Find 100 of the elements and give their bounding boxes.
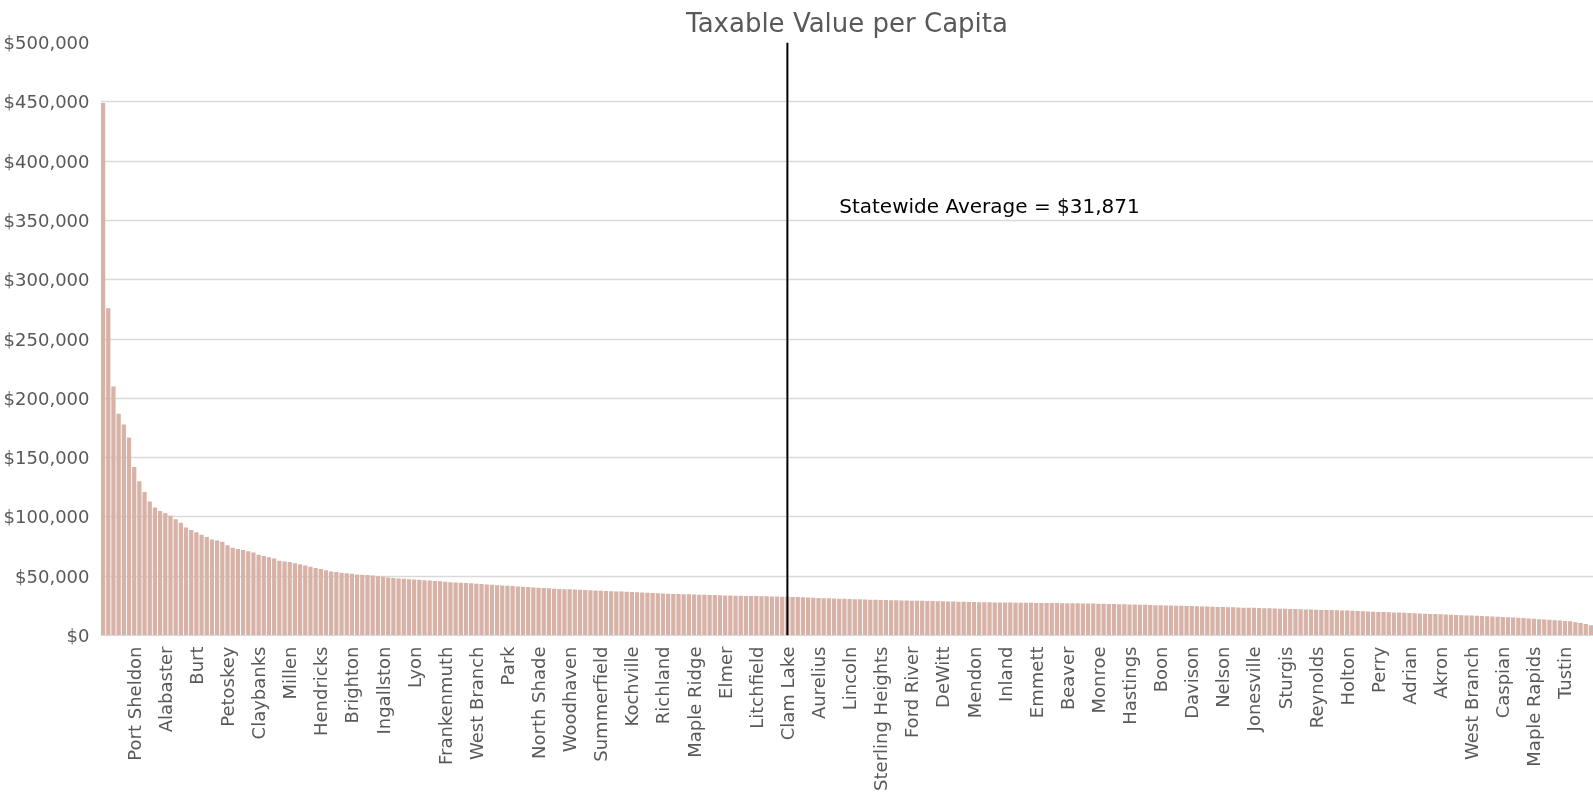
x-tick-label: Davison	[1181, 646, 1203, 719]
bar	[945, 601, 951, 636]
x-tick-label: Ford River	[901, 645, 923, 739]
bar	[774, 596, 780, 636]
bar	[1225, 607, 1231, 636]
bar	[748, 596, 754, 636]
x-tick-label: Emmett	[1025, 646, 1047, 719]
bar	[494, 585, 500, 636]
y-tick-label: $500,000	[3, 32, 90, 53]
bar	[1282, 608, 1288, 636]
bar	[1142, 604, 1148, 636]
bar	[1085, 603, 1091, 636]
bar	[743, 595, 749, 636]
bar	[323, 570, 329, 636]
bar	[800, 597, 806, 636]
x-tick-label: Lincoln	[839, 646, 861, 711]
x-tick-label: Maple Ridge	[683, 646, 705, 758]
x-tick-label: Park	[496, 645, 518, 686]
bar	[1137, 604, 1143, 636]
x-tick-label: Burt	[185, 646, 207, 685]
x-tick-label: Elmer	[714, 645, 736, 699]
bar	[888, 600, 894, 636]
bar	[1308, 609, 1314, 636]
x-tick-label: Clam Lake	[776, 646, 798, 741]
bar	[1194, 606, 1200, 636]
bar	[1365, 611, 1371, 636]
y-tick-label: $50,000	[15, 565, 90, 587]
bar	[577, 589, 583, 636]
y-tick-label: $0	[66, 625, 90, 646]
x-tick-label: Monroe	[1087, 646, 1109, 714]
bar	[266, 557, 272, 636]
x-tick-label: Millen	[279, 646, 301, 700]
x-tick-label: Richland	[652, 646, 674, 725]
bar	[1479, 616, 1485, 636]
bar	[183, 527, 189, 636]
x-tick-label: Port Sheldon	[123, 646, 145, 761]
x-tick-label: Nelson	[1212, 646, 1234, 708]
bar	[349, 573, 355, 636]
bar	[157, 510, 163, 636]
bar	[1339, 610, 1345, 636]
bar	[660, 593, 666, 636]
x-tick-label: Jonesville	[1243, 646, 1265, 733]
x-tick-label: Alabaster	[154, 645, 176, 733]
bar	[1334, 610, 1340, 636]
bar	[463, 583, 469, 636]
x-tick-label: Hendricks	[310, 646, 332, 737]
x-tick-label: Maple Rapids	[1523, 646, 1545, 767]
bar	[1531, 618, 1537, 636]
y-tick-label: $250,000	[3, 328, 90, 350]
ref-line-label: Statewide Average = $31,871	[839, 193, 1140, 218]
x-tick-label: Brighton	[341, 646, 363, 724]
bar	[634, 592, 640, 636]
y-tick-label: $200,000	[3, 387, 90, 409]
bar	[437, 581, 443, 636]
bar	[1396, 612, 1402, 636]
bar	[691, 594, 697, 636]
y-tick-label: $350,000	[3, 209, 90, 231]
bar	[292, 563, 298, 636]
x-tick-label: DeWitt	[932, 646, 954, 708]
x-tick-label: Beaver	[1056, 645, 1078, 711]
x-tick-label: Lyon	[403, 646, 425, 688]
x-tick-label: Inland	[994, 646, 1016, 703]
bar	[551, 588, 557, 636]
bar	[406, 579, 412, 636]
bar	[546, 588, 552, 636]
bar	[1168, 605, 1174, 636]
bar	[1199, 606, 1205, 636]
x-tick-label: Claybanks	[248, 646, 270, 740]
bar	[354, 574, 360, 636]
x-tick-label: Aurelius	[807, 646, 829, 720]
bar	[209, 539, 215, 636]
x-tick-label: Mendon	[963, 646, 985, 719]
bar	[1391, 612, 1397, 636]
x-tick-label: Ingallston	[372, 646, 394, 735]
bar	[1536, 619, 1542, 636]
bar	[1448, 614, 1454, 636]
x-tick-label: Frankenmuth	[434, 646, 456, 766]
y-tick-label: $100,000	[3, 506, 90, 528]
x-tick-label: Adrian	[1398, 646, 1420, 705]
x-tick-label: Reynolds	[1305, 646, 1327, 729]
bar	[489, 584, 495, 636]
bar	[1028, 602, 1034, 636]
bar	[717, 595, 723, 636]
x-tick-label: Holton	[1336, 646, 1358, 706]
bar	[971, 602, 977, 636]
x-tick-label: North Shade	[528, 646, 550, 759]
bar	[1422, 613, 1428, 636]
x-tick-label: West Branch	[1461, 646, 1483, 760]
bar	[1588, 625, 1593, 636]
x-tick-label: Sturgis	[1274, 646, 1296, 710]
y-tick-label: $400,000	[3, 150, 90, 172]
bar	[914, 600, 920, 636]
x-tick-label: Kochville	[621, 646, 643, 727]
x-tick-label: Caspian	[1492, 646, 1514, 719]
bar	[857, 599, 863, 636]
bar	[1251, 607, 1257, 636]
bar	[883, 600, 889, 636]
bar	[380, 576, 386, 636]
bar	[831, 598, 837, 636]
x-tick-label: Litchfield	[745, 646, 767, 729]
